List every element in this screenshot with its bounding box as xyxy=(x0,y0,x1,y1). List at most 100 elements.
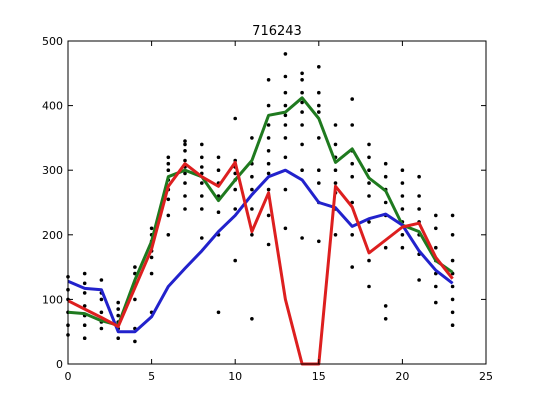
scatter-point xyxy=(133,297,137,302)
scatter-point xyxy=(283,155,288,160)
scatter-point xyxy=(333,142,338,147)
scatter-point xyxy=(450,258,455,263)
scatter-point xyxy=(317,168,321,172)
scatter-point xyxy=(367,181,371,185)
scatter-point xyxy=(450,284,455,289)
scatter-point xyxy=(82,291,87,295)
scatter-point xyxy=(333,123,338,127)
scatter-point xyxy=(266,242,271,247)
scatter-point xyxy=(434,245,438,250)
scatter-point xyxy=(149,226,154,231)
x-tick-label: 15 xyxy=(312,370,326,383)
scatter-point xyxy=(400,207,405,211)
scatter-point xyxy=(82,281,87,286)
scatter-point xyxy=(266,136,271,140)
scatter-point xyxy=(450,323,455,328)
scatter-point xyxy=(450,297,455,302)
scatter-point xyxy=(400,194,405,198)
scatter-point xyxy=(283,136,288,140)
scatter-point xyxy=(216,168,221,172)
scatter-point xyxy=(367,155,371,160)
scatter-point xyxy=(183,181,187,185)
scatter-point xyxy=(200,165,204,169)
scatter-point xyxy=(417,194,421,198)
scatter-point xyxy=(216,310,221,315)
y-tick-label: 500 xyxy=(42,35,63,48)
scatter-point xyxy=(417,207,421,211)
scatter-point xyxy=(99,310,104,315)
scatter-point xyxy=(300,100,304,105)
scatter-point xyxy=(450,310,455,315)
scatter-point xyxy=(266,78,271,82)
scatter-point xyxy=(400,168,405,172)
scatter-point xyxy=(183,171,187,176)
scatter-point xyxy=(183,139,187,143)
scatter-point xyxy=(350,174,355,179)
scatter-point xyxy=(99,326,104,331)
scatter-point xyxy=(350,200,355,205)
scatter-point xyxy=(116,336,120,341)
chart-title: 716243 xyxy=(252,24,302,39)
scatter-point xyxy=(317,110,321,114)
scatter-point xyxy=(166,213,171,218)
scatter-point xyxy=(283,226,288,231)
scatter-point xyxy=(133,265,137,269)
x-tick-label: 10 xyxy=(228,370,242,383)
scatter-point xyxy=(266,171,271,176)
scatter-point xyxy=(250,207,254,211)
scatter-point xyxy=(200,142,204,147)
x-tick-label: 0 xyxy=(65,370,72,383)
scatter-point xyxy=(333,233,338,237)
scatter-point xyxy=(250,136,254,140)
scatter-point xyxy=(283,52,288,56)
scatter-point xyxy=(183,149,187,153)
scatter-point xyxy=(82,336,87,341)
scatter-point xyxy=(283,187,288,192)
y-tick-label: 200 xyxy=(42,229,63,242)
scatter-point xyxy=(149,255,154,260)
scatter-point xyxy=(434,300,438,305)
scatter-point xyxy=(333,168,338,172)
scatter-point xyxy=(116,300,120,305)
scatter-point xyxy=(350,265,355,269)
scatter-point xyxy=(300,123,304,127)
scatter-point xyxy=(166,197,171,202)
scatter-point xyxy=(367,194,371,198)
scatter-point xyxy=(450,213,455,218)
scatter-point xyxy=(300,236,304,240)
series-lines xyxy=(67,96,454,366)
scatter-point xyxy=(200,207,204,211)
scatter-point xyxy=(367,284,371,289)
axes: 0 5 10 15 20 25 0 100 200 300 400 500 xyxy=(42,35,493,383)
scatter-point xyxy=(116,313,120,318)
scatter-point xyxy=(283,90,288,95)
scatter-points xyxy=(66,52,455,344)
x-tick-label: 20 xyxy=(395,370,409,383)
scatter-point xyxy=(266,149,271,153)
scatter-point xyxy=(216,210,221,214)
scatter-point xyxy=(183,194,187,198)
scatter-point xyxy=(400,181,405,185)
scatter-point xyxy=(216,155,221,160)
scatter-point xyxy=(266,103,271,108)
scatter-point xyxy=(417,174,421,179)
scatter-point xyxy=(233,207,237,211)
scatter-point xyxy=(283,113,288,118)
scatter-point xyxy=(367,258,371,263)
scatter-point xyxy=(383,161,388,166)
scatter-point xyxy=(233,116,237,121)
scatter-point xyxy=(400,233,405,237)
scatter-point xyxy=(317,239,321,244)
scatter-point xyxy=(350,161,355,166)
scatter-point xyxy=(99,278,104,282)
scatter-point xyxy=(300,168,304,172)
scatter-point xyxy=(367,220,371,224)
scatter-point xyxy=(317,65,321,69)
scatter-point xyxy=(300,78,304,82)
scatter-point xyxy=(233,187,237,192)
scatter-point xyxy=(417,278,421,282)
scatter-point xyxy=(116,307,120,311)
y-tick-label: 300 xyxy=(42,164,63,177)
scatter-point xyxy=(317,136,321,140)
